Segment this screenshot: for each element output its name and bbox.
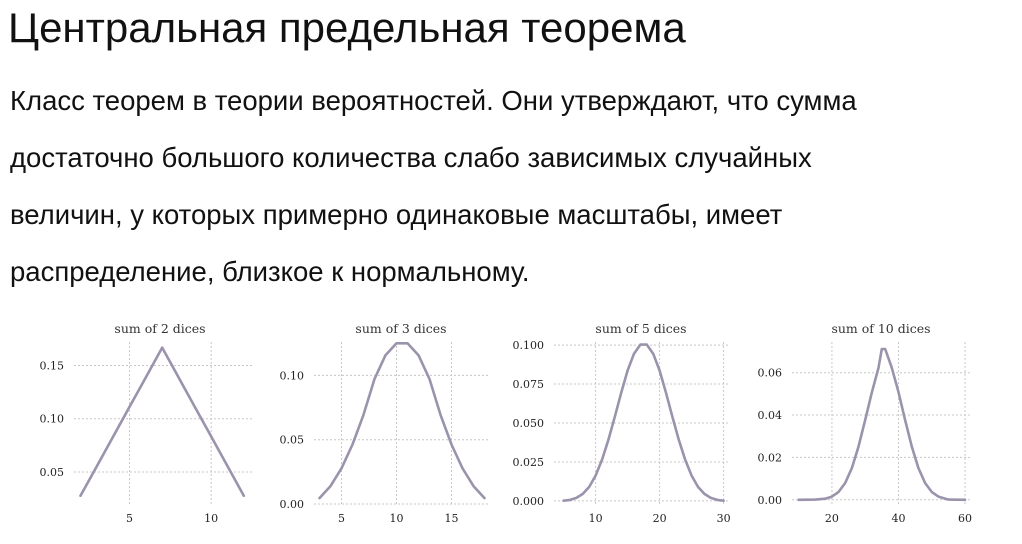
body-line: величин, у которых примерно одинаковые м… (10, 199, 783, 230)
y-tick-label: 0.04 (758, 409, 783, 422)
x-tick-label: 5 (338, 512, 345, 525)
y-tick-label: 0.10 (280, 369, 305, 382)
y-tick-label: 0.100 (513, 339, 545, 352)
x-tick-label: 10 (204, 512, 218, 525)
y-tick-label: 0.075 (513, 378, 545, 391)
body-line: распределение, близкое к нормальному. (10, 256, 530, 287)
chart-title: sum of 3 dices (355, 321, 446, 336)
x-tick-label: 60 (958, 512, 972, 525)
x-tick-label: 20 (653, 512, 667, 525)
y-tick-label: 0.00 (758, 494, 783, 507)
y-tick-label: 0.06 (758, 367, 783, 380)
series-line (562, 343, 725, 503)
chart-title: sum of 10 dices (831, 321, 930, 336)
slide-title: Центральная предельная теорема (8, 4, 686, 51)
y-tick-label: 0.00 (280, 498, 305, 511)
x-tick-label: 10 (390, 512, 404, 525)
x-tick-label: 15 (445, 512, 459, 525)
y-tick-label: 0.02 (758, 451, 783, 464)
y-tick-label: 0.05 (40, 466, 65, 479)
x-tick-label: 40 (891, 512, 905, 525)
y-tick-label: 0.05 (280, 434, 305, 447)
chart-title: sum of 2 dices (114, 321, 205, 336)
x-tick-label: 30 (717, 512, 731, 525)
y-tick-label: 0.050 (513, 417, 545, 430)
x-tick-label: 5 (126, 512, 133, 525)
series-line (318, 341, 486, 500)
y-tick-label: 0.025 (513, 456, 545, 469)
x-tick-label: 20 (825, 512, 839, 525)
body-line: Класс теорем в теории вероятностей. Они … (10, 85, 857, 116)
chart-title: sum of 5 dices (595, 321, 686, 336)
series-line (797, 347, 967, 502)
slide-body: Класс теорем в теории вероятностей. Они … (10, 72, 1020, 300)
x-tick-label: 10 (589, 512, 603, 525)
y-tick-label: 0.15 (40, 359, 65, 372)
series-line (79, 346, 246, 498)
body-line: достаточно большого количества слабо зав… (10, 142, 812, 173)
y-tick-label: 0.000 (513, 495, 545, 508)
y-tick-label: 0.10 (40, 413, 65, 426)
